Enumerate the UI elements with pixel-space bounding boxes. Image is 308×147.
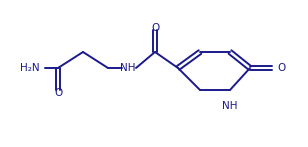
Text: O: O: [151, 23, 159, 33]
Text: O: O: [277, 63, 285, 73]
Text: NH: NH: [222, 101, 238, 111]
Text: H₂N: H₂N: [20, 63, 40, 73]
Text: O: O: [54, 88, 62, 98]
Text: NH: NH: [120, 63, 136, 73]
